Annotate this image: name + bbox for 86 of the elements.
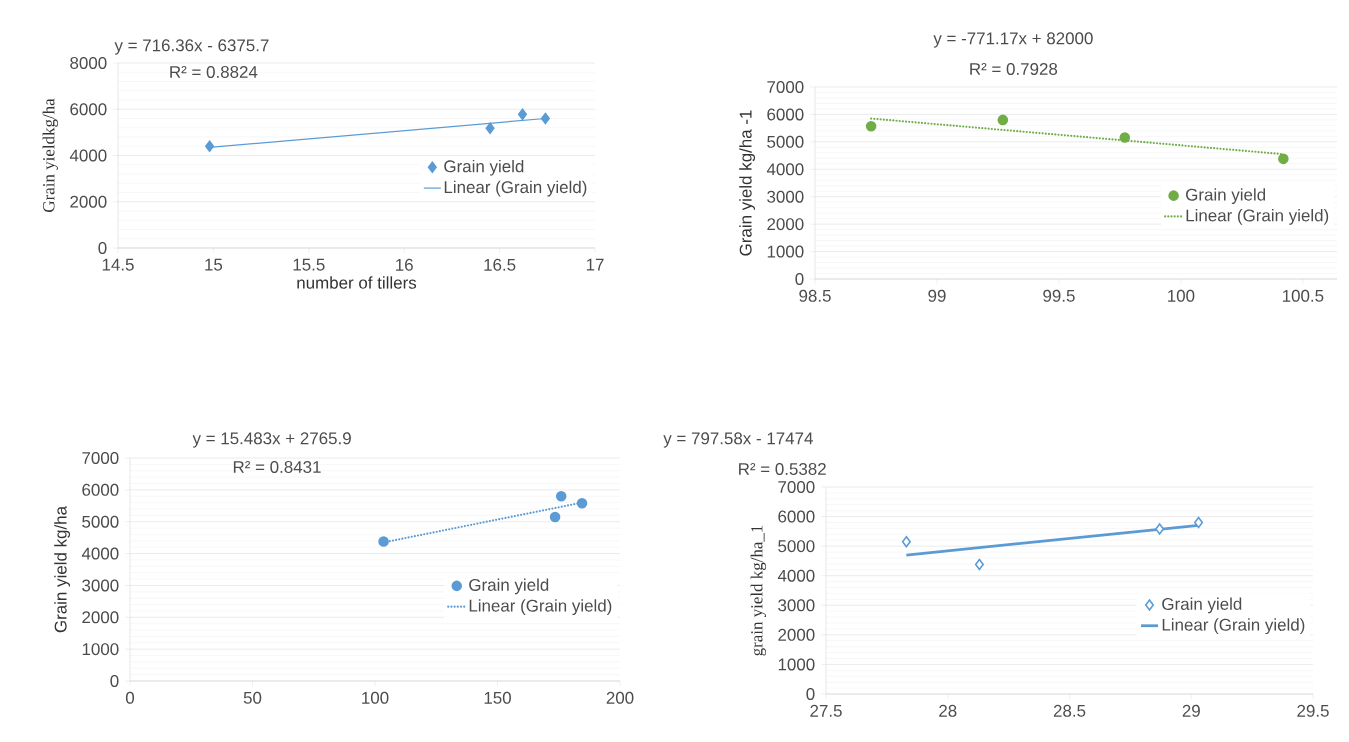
legend-label: Grain yield — [469, 578, 549, 595]
x-axis-title: number of tillers — [297, 276, 417, 289]
text: y = 15.483x + 2765.9 — [192, 432, 351, 448]
x-tick-label: 100.5 — [1282, 289, 1324, 302]
y-tick-label: 6000 — [778, 510, 815, 523]
point — [1278, 153, 1289, 165]
y-tick-label: 7000 — [82, 452, 119, 464]
text: y = 797.58x - 17474 — [663, 432, 813, 448]
x-tick-label: 50 — [243, 691, 262, 704]
x-tick-label: 29 — [1182, 704, 1200, 717]
y-tick-label: 6000 — [70, 103, 107, 116]
y-tick-label: 0 — [98, 242, 107, 254]
y-tick-label: 7000 — [767, 80, 804, 93]
x-tick-label: 17 — [586, 258, 604, 271]
annotation: R² = 0.8824 — [170, 65, 258, 78]
y-tick-label: 5000 — [767, 135, 804, 148]
y-tick-label: 1000 — [82, 643, 119, 656]
y-tick-label: 1000 — [767, 245, 804, 258]
x-tick-label: 16 — [396, 258, 413, 271]
y-tick-label: 4000 — [69, 149, 107, 162]
point — [901, 535, 911, 548]
y-tick-label: 0 — [795, 273, 804, 285]
x-tick-label: 15 — [205, 258, 223, 271]
legend-label: Grain yield — [444, 159, 524, 176]
x-tick-label: 99.5 — [1043, 289, 1075, 302]
y-tick-label: 3000 — [778, 599, 815, 612]
x-tick-label: 150 — [484, 691, 511, 704]
y-tick-label: 5000 — [778, 540, 815, 553]
x-tick-label: 28.5 — [1053, 704, 1086, 717]
y-tick-label: 2000 — [70, 195, 107, 208]
point — [549, 511, 561, 523]
x-tick-label: 29.5 — [1297, 704, 1329, 717]
point — [540, 112, 550, 125]
y-tick-label: 7000 — [778, 481, 815, 493]
y-tick-label: 3000 — [767, 190, 804, 203]
y-axis-title: Grain yieldkg/ha — [42, 98, 59, 212]
point — [485, 122, 495, 134]
y-tick-label: 6000 — [767, 108, 804, 121]
point — [974, 558, 984, 571]
point — [378, 536, 389, 547]
annotation: R² = 0.8431 — [233, 461, 321, 473]
y-axis-title: Grain yield kg/ha — [54, 505, 71, 633]
x-tick-label: 28 — [939, 704, 957, 717]
point — [865, 120, 877, 132]
x-tick-label: 15.5 — [293, 258, 325, 271]
y-tick-label: 0 — [110, 675, 119, 687]
x-tick-label: 14.5 — [102, 258, 134, 271]
text: y = -771.17x + 82000 — [933, 32, 1093, 48]
y-tick-label: 4000 — [777, 569, 815, 582]
text: y = 716.36x - 6375.7 — [114, 39, 269, 55]
y-axis-title: Grain yield kg/ha -1 — [739, 110, 756, 256]
y-tick-label: 1000 — [778, 658, 815, 671]
text: R² = 0.5382 — [739, 463, 826, 475]
point — [1119, 132, 1131, 143]
point — [576, 497, 588, 509]
legend-label: Linear (Grain yield) — [469, 599, 612, 616]
x-tick-label: 98.5 — [799, 289, 831, 302]
y-tick-label: 4000 — [81, 547, 119, 560]
legend-label: Grain yield — [1186, 188, 1266, 205]
y-tick-label: 4000 — [766, 163, 804, 176]
y-tick-label: 3000 — [82, 579, 119, 592]
point — [555, 490, 567, 502]
point — [205, 140, 215, 153]
y-tick-label: 8000 — [70, 56, 107, 69]
legend-label: Linear (Grain yield) — [1162, 618, 1305, 635]
x-tick-label: 16.5 — [484, 258, 516, 271]
y-tick-label: 6000 — [82, 483, 119, 496]
legend-label: Grain yield — [1162, 597, 1242, 614]
text: R² = 0.7928 — [970, 62, 1058, 75]
y-tick-label: 2000 — [767, 218, 804, 231]
legend-label: Linear (Grain yield) — [1186, 209, 1329, 225]
x-tick-label: 100 — [1168, 289, 1195, 302]
legend-label: Linear (Grain yield) — [444, 180, 587, 197]
y-tick-label: 2000 — [82, 611, 119, 624]
x-tick-label: 100 — [362, 691, 389, 704]
y-tick-label: 2000 — [778, 628, 815, 641]
point — [1155, 523, 1165, 535]
x-tick-label: 200 — [606, 691, 634, 704]
point — [997, 114, 1009, 126]
x-tick-label: 0 — [125, 691, 135, 704]
y-tick-label: 5000 — [82, 515, 119, 528]
y-axis-title: grain yield kg/ha_1 — [750, 525, 767, 656]
point — [517, 108, 528, 121]
point — [1194, 516, 1204, 529]
x-tick-label: 99 — [928, 289, 946, 302]
x-tick-label: 27.5 — [810, 704, 842, 717]
